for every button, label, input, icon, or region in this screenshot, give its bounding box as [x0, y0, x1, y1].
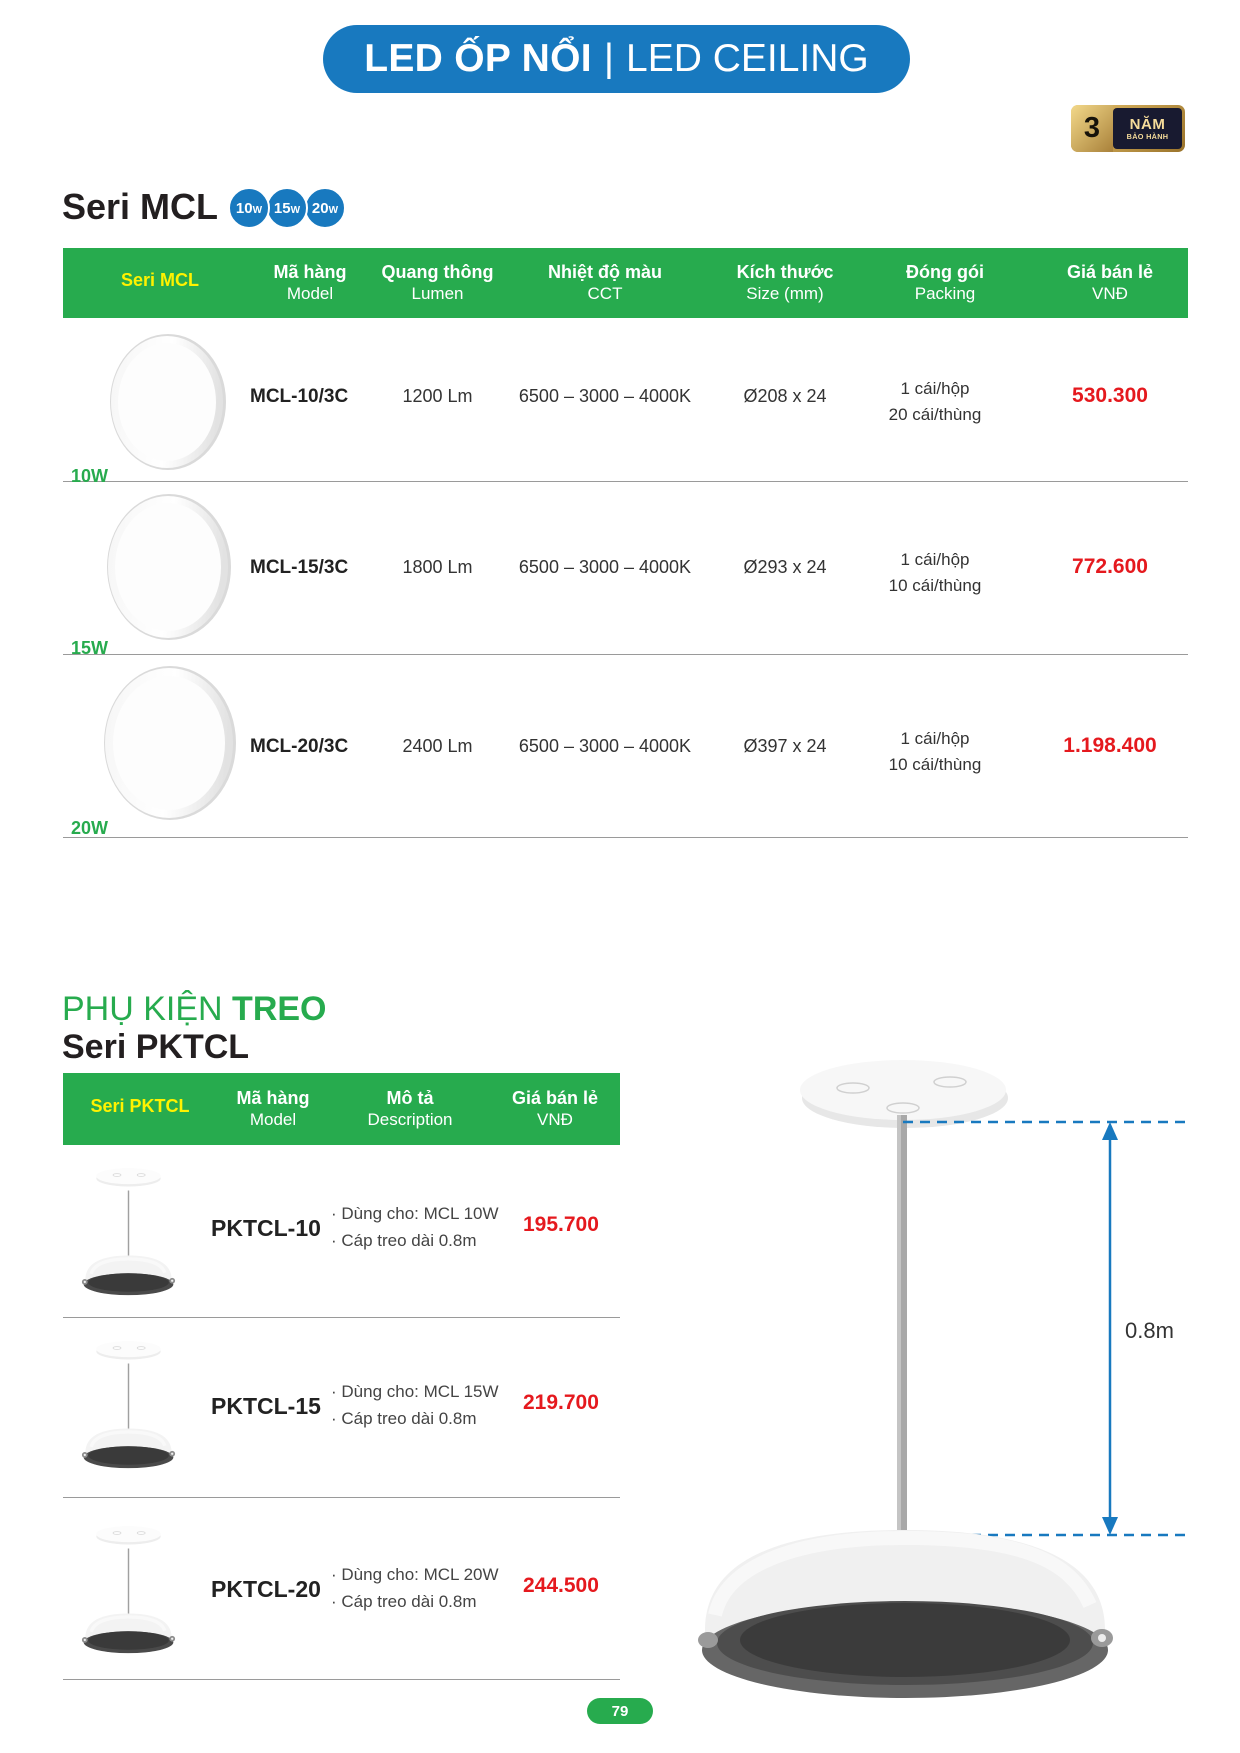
svg-text:0.8m: 0.8m [1125, 1318, 1174, 1343]
